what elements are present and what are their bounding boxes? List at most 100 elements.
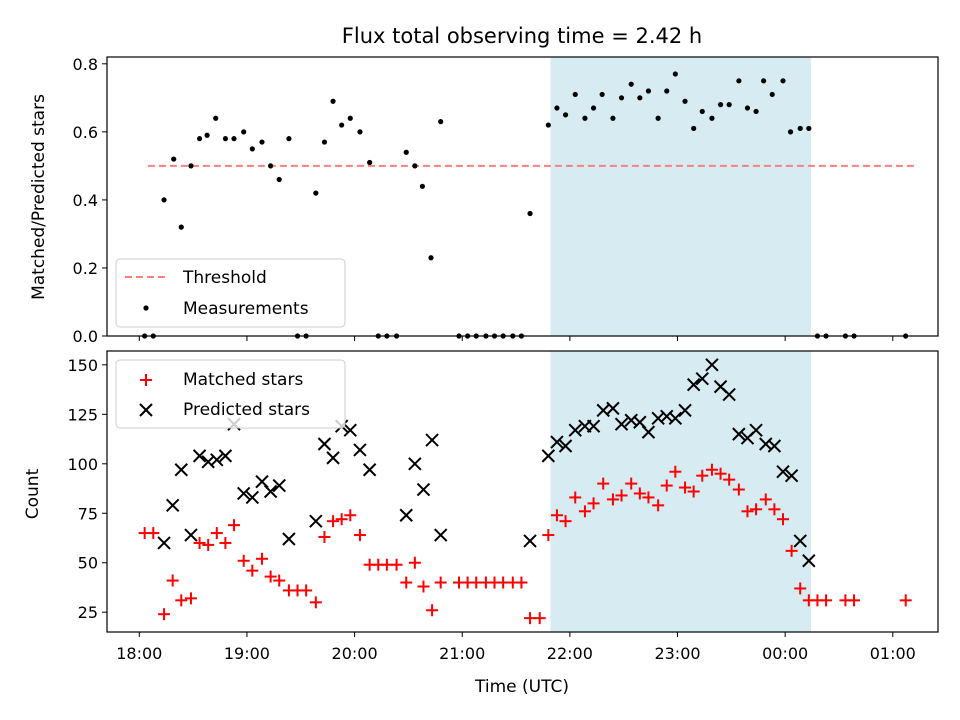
matched-point: [696, 469, 709, 482]
measurement-point: [268, 163, 274, 169]
matched-point: [741, 505, 754, 518]
measurement-point: [222, 136, 229, 142]
predicted-point: [541, 449, 556, 463]
matched-point: [426, 604, 439, 617]
predicted-point: [236, 486, 251, 501]
x-tick-label: 01:00: [870, 644, 916, 663]
predicted-point: [802, 554, 816, 568]
legend-measurements-label: Measurements: [183, 299, 309, 319]
measurement-point: [769, 91, 775, 98]
top-panel: 0.00.20.40.60.8 Matched/Predicted stars …: [29, 55, 939, 346]
matched-point: [193, 536, 206, 549]
matched-point: [550, 509, 563, 522]
measurement-point: [590, 105, 597, 111]
legend-measurements-swatch: [143, 305, 149, 311]
measurement-points: [142, 71, 909, 339]
measurement-point: [419, 183, 425, 189]
matched-point: [776, 513, 789, 526]
matched-point: [219, 536, 232, 549]
measurement-point: [717, 102, 724, 108]
legend-predicted-swatch: [139, 403, 153, 417]
measurement-point: [797, 125, 803, 132]
measurement-point: [655, 115, 661, 121]
top-highlight-span: [550, 57, 811, 336]
predicted-point: [165, 498, 180, 513]
matched-point: [390, 558, 403, 571]
measurement-point: [672, 71, 678, 77]
predicted-point: [317, 437, 332, 451]
measurement-point: [367, 159, 373, 166]
matched-point: [400, 576, 413, 589]
predicted-point: [433, 528, 448, 542]
bottom-y-tick-label: 150: [67, 356, 98, 375]
predicted-point: [784, 468, 799, 483]
legend-matched-label: Matched stars: [183, 370, 303, 390]
matched-point: [652, 499, 665, 512]
top-y-tick-label: 0.8: [73, 55, 98, 74]
bottom-legend: Matched stars Predicted stars: [115, 359, 346, 429]
measurement-point: [744, 105, 751, 111]
matched-point: [515, 576, 528, 589]
legend-threshold-label: Threshold: [182, 268, 267, 288]
matched-point: [175, 594, 188, 607]
matched-point: [237, 554, 250, 567]
measurement-point: [645, 88, 652, 94]
matched-point: [256, 552, 269, 565]
bottom-y-tick-label: 25: [78, 603, 98, 622]
predicted-point: [263, 484, 278, 499]
matched-point: [714, 467, 727, 480]
x-tick-label: 20:00: [332, 644, 378, 663]
predicted-point: [678, 403, 692, 418]
predicted-point: [157, 536, 171, 550]
predicted-point: [353, 443, 367, 457]
predicted-point: [523, 534, 537, 548]
chart-title: Flux total observing time = 2.42 h: [342, 24, 702, 48]
matched-point: [184, 592, 197, 605]
matched-point: [158, 608, 171, 621]
matched-point: [633, 487, 646, 500]
bottom-y-tick-label: 125: [67, 405, 98, 424]
measurement-point: [213, 115, 219, 121]
measurement-point: [736, 78, 742, 84]
top-y-tick-label: 0.4: [73, 191, 98, 210]
measurement-point: [259, 139, 265, 145]
measurement-point: [178, 224, 184, 230]
matched-point: [309, 596, 322, 609]
top-y-tick-label: 0.2: [73, 259, 98, 278]
measurement-point: [249, 146, 255, 152]
predicted-point: [732, 427, 746, 441]
measurement-point: [691, 125, 697, 132]
measurement-point: [188, 163, 194, 169]
matched-point: [587, 497, 600, 510]
top-axes-frame: [106, 56, 939, 337]
matched-point: [166, 574, 179, 587]
measurement-point: [682, 98, 688, 104]
predicted-point: [326, 451, 340, 465]
matched-point: [353, 529, 366, 542]
measurement-point: [241, 129, 247, 135]
matched-point: [669, 465, 682, 478]
measurement-point: [313, 190, 319, 196]
x-tick-label: 18:00: [116, 644, 162, 663]
matched-point: [899, 594, 912, 607]
measurement-point: [276, 176, 282, 183]
measurement-point: [618, 95, 625, 101]
predicted-point: [614, 417, 629, 431]
legend-matched-swatch: [140, 374, 152, 386]
measurement-point: [339, 122, 345, 128]
matched-point: [679, 481, 692, 494]
measurement-point: [330, 98, 336, 104]
matched-point: [434, 576, 447, 589]
matched-point: [246, 564, 259, 577]
measurement-point: [231, 136, 237, 142]
top-legend: Threshold Measurements: [115, 258, 346, 328]
measurement-point: [347, 115, 353, 121]
measurement-point: [780, 78, 786, 84]
predicted-point: [686, 377, 701, 392]
measurement-point: [637, 95, 643, 101]
bottom-axes-frame: [106, 350, 939, 633]
bottom-panel: 25 50 75 100 125 150 18:00 19:00 20:00 21:00 22:00…: [23, 350, 939, 697]
predicted-point: [767, 439, 782, 453]
measurement-point: [412, 163, 418, 169]
